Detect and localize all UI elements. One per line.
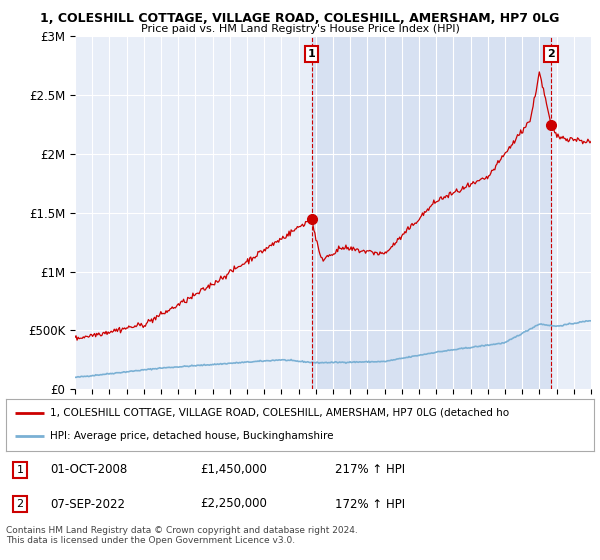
Bar (311, 36, 551, 389)
Text: 217% ↑ HPI: 217% ↑ HPI (335, 463, 406, 476)
Text: 1, COLESHILL COTTAGE, VILLAGE ROAD, COLESHILL, AMERSHAM, HP7 0LG (detached ho: 1, COLESHILL COTTAGE, VILLAGE ROAD, COLE… (50, 408, 509, 418)
Text: This data is licensed under the Open Government Licence v3.0.: This data is licensed under the Open Gov… (6, 536, 295, 545)
Text: HPI: Average price, detached house, Buckinghamshire: HPI: Average price, detached house, Buck… (50, 431, 334, 441)
Text: 2: 2 (547, 49, 555, 59)
Text: 1: 1 (17, 465, 23, 475)
Text: Contains HM Land Registry data © Crown copyright and database right 2024.: Contains HM Land Registry data © Crown c… (6, 526, 358, 535)
Text: £1,450,000: £1,450,000 (200, 463, 267, 476)
Text: 07-SEP-2022: 07-SEP-2022 (50, 497, 125, 511)
Text: Price paid vs. HM Land Registry's House Price Index (HPI): Price paid vs. HM Land Registry's House … (140, 24, 460, 34)
Text: £2,250,000: £2,250,000 (200, 497, 267, 511)
Text: 1, COLESHILL COTTAGE, VILLAGE ROAD, COLESHILL, AMERSHAM, HP7 0LG: 1, COLESHILL COTTAGE, VILLAGE ROAD, COLE… (40, 12, 560, 25)
Text: 1: 1 (308, 49, 316, 59)
Text: 2: 2 (17, 499, 24, 509)
Text: 01-OCT-2008: 01-OCT-2008 (50, 463, 127, 476)
Text: 172% ↑ HPI: 172% ↑ HPI (335, 497, 406, 511)
